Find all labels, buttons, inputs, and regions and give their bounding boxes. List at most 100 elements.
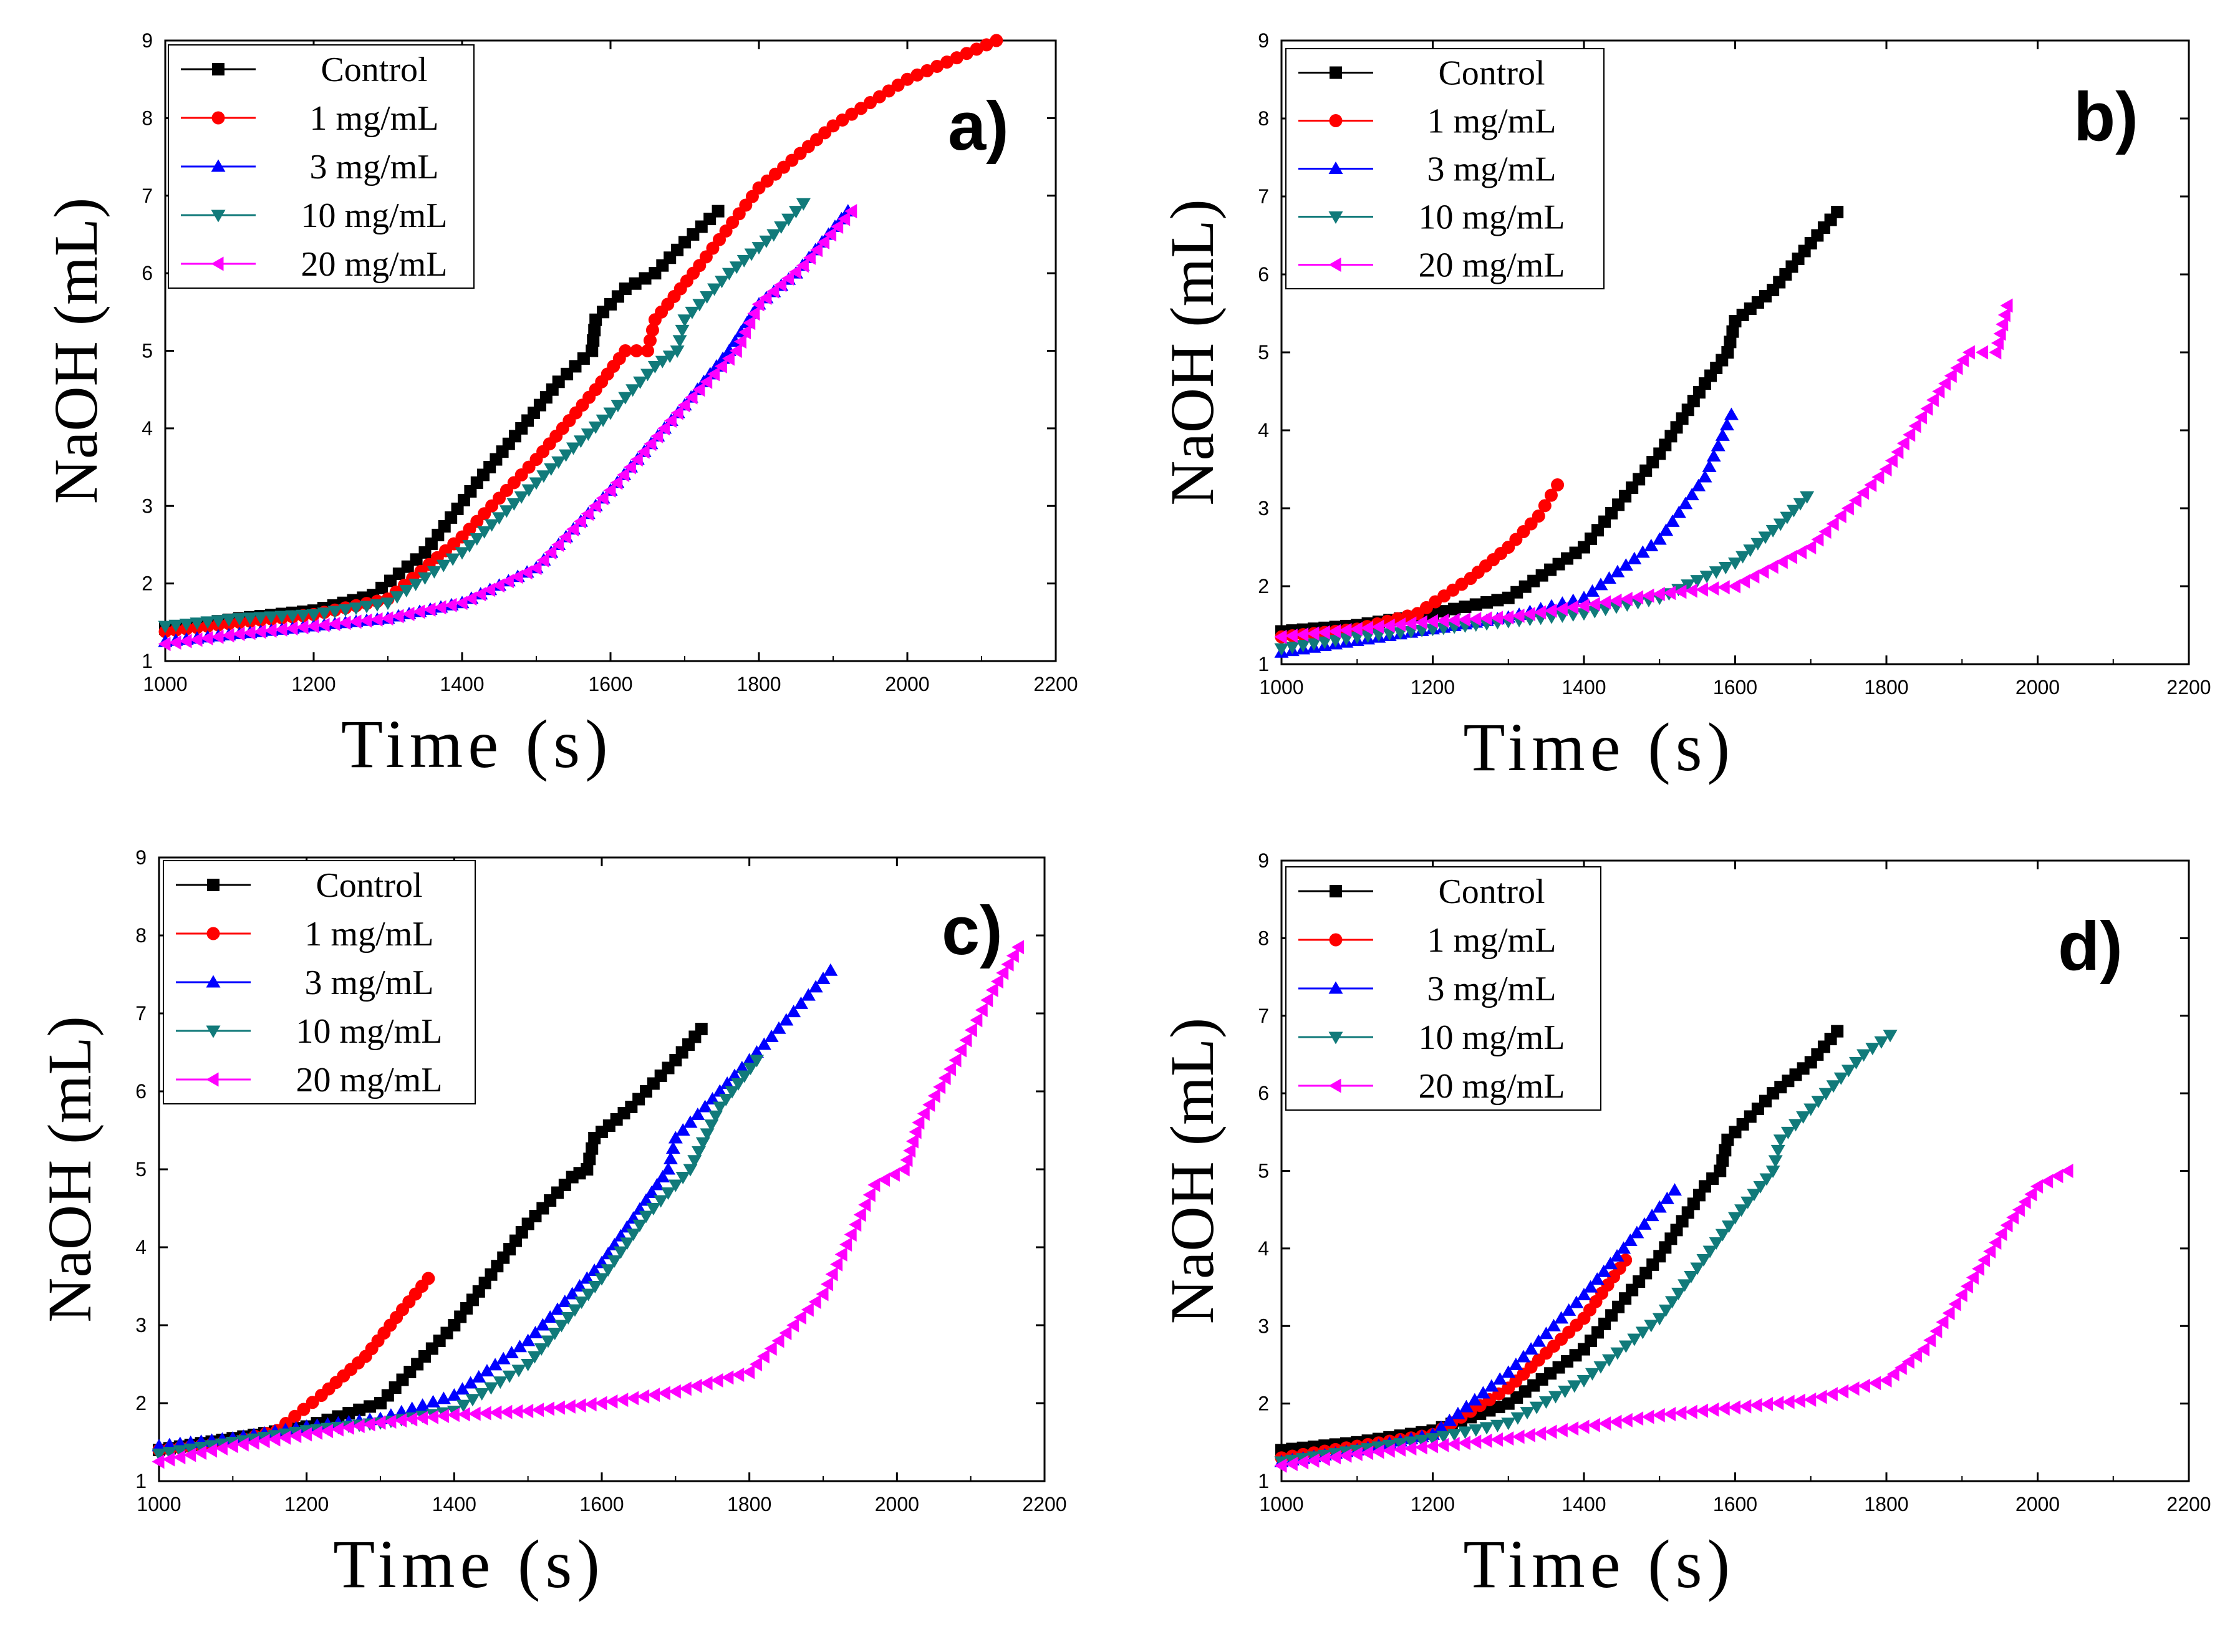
- data-point: [1285, 1456, 1298, 1471]
- data-point: [910, 68, 924, 82]
- data-point: [544, 545, 557, 560]
- data-point: [289, 1429, 302, 1444]
- data-point: [905, 1134, 919, 1149]
- data-point: [629, 277, 642, 290]
- data-point: [299, 1427, 312, 1442]
- data-point: [470, 533, 485, 546]
- data-point: [1923, 1333, 1936, 1348]
- data-point: [1469, 1434, 1482, 1449]
- data-point: [1788, 1119, 1803, 1132]
- data-point: [594, 1273, 609, 1286]
- data-point: [586, 1142, 599, 1155]
- data-point: [1868, 1376, 1881, 1391]
- panel-4: 1000 1200 1400 1600 1800 2000 2200 1 2 3 4 5 6 7 8 9 Tim…: [1157, 849, 2211, 1602]
- data-point: [1759, 1173, 1774, 1186]
- y-tick-label: 4: [135, 1236, 147, 1258]
- data-point: [1558, 1385, 1573, 1398]
- legend-marker: [211, 111, 225, 125]
- data-point: [1825, 1387, 1838, 1402]
- data-point: [1826, 1080, 1841, 1093]
- data-point: [391, 609, 404, 624]
- data-point: [960, 47, 973, 60]
- data-point: [1457, 1426, 1472, 1439]
- data-point: [794, 996, 808, 1009]
- data-point: [390, 591, 405, 604]
- data-point: [1593, 1361, 1608, 1374]
- data-point: [672, 335, 687, 348]
- data-point: [1533, 1426, 1547, 1441]
- data-point: [475, 1388, 490, 1401]
- data-point: [1699, 571, 1714, 584]
- data-point: [1596, 1264, 1611, 1277]
- data-point: [1658, 1304, 1673, 1317]
- data-point: [605, 1394, 618, 1409]
- data-point: [1674, 1406, 1687, 1421]
- legend-marker: [1330, 885, 1342, 897]
- data-point: [2060, 1164, 2073, 1178]
- data-point: [1583, 1280, 1598, 1293]
- data-point: [492, 512, 506, 525]
- data-point: [655, 1170, 670, 1182]
- data-point: [751, 242, 766, 255]
- data-point: [620, 1237, 635, 1250]
- data-point: [781, 213, 796, 226]
- data-point: [940, 56, 953, 69]
- data-point: [640, 369, 655, 382]
- data-point: [513, 1340, 528, 1353]
- data-point: [1469, 1424, 1484, 1437]
- data-point: [583, 1152, 596, 1166]
- data-point: [1285, 641, 1300, 654]
- data-point: [1659, 523, 1674, 536]
- data-point: [1674, 584, 1687, 599]
- data-point: [985, 983, 998, 997]
- data-point: [483, 582, 496, 597]
- data-point: [712, 1084, 727, 1097]
- data-point: [471, 1369, 486, 1383]
- series-control: [1275, 206, 1844, 638]
- data-point: [715, 359, 727, 374]
- data-point: [1603, 1257, 1618, 1270]
- data-point: [980, 38, 993, 52]
- data-point: [1719, 1144, 1732, 1157]
- data-point: [1274, 629, 1287, 644]
- data-point: [444, 597, 457, 612]
- y-tick-label: 5: [1258, 341, 1269, 364]
- data-point: [1619, 1253, 1633, 1267]
- legend-marker: [1328, 162, 1343, 174]
- data-point: [1459, 601, 1472, 614]
- data-point: [1765, 524, 1780, 538]
- data-point: [1818, 1088, 1833, 1101]
- x-tick-label: 1200: [284, 1493, 329, 1515]
- data-point: [1414, 1434, 1429, 1447]
- data-point: [1768, 1155, 1783, 1168]
- data-point: [1484, 1379, 1499, 1392]
- data-point: [1690, 575, 1705, 588]
- data-point: [610, 475, 623, 490]
- data-point: [645, 323, 659, 337]
- y-tick-label: 7: [1258, 1005, 1269, 1027]
- data-point: [359, 601, 374, 614]
- data-point: [380, 597, 395, 611]
- y-tick-label: 6: [135, 1080, 147, 1103]
- data-point: [225, 1439, 238, 1454]
- data-point: [1475, 1386, 1490, 1399]
- data-point: [362, 1417, 375, 1432]
- data-point: [1601, 571, 1616, 584]
- data-point: [1716, 1154, 1729, 1167]
- data-point: [707, 283, 722, 296]
- data-point: [534, 1343, 549, 1356]
- y-tick-label: 3: [1258, 1315, 1269, 1337]
- data-point: [370, 612, 383, 627]
- data-point: [317, 607, 332, 621]
- data-point: [796, 198, 811, 211]
- data-point: [1696, 1403, 1709, 1418]
- data-point: [700, 1128, 715, 1141]
- y-tick-label: 9: [135, 846, 147, 869]
- data-point: [1382, 1439, 1397, 1452]
- legend-marker: [206, 975, 221, 988]
- data-point: [559, 449, 574, 462]
- data-point: [1538, 499, 1552, 513]
- data-point: [1609, 1414, 1622, 1429]
- data-point: [712, 1101, 727, 1114]
